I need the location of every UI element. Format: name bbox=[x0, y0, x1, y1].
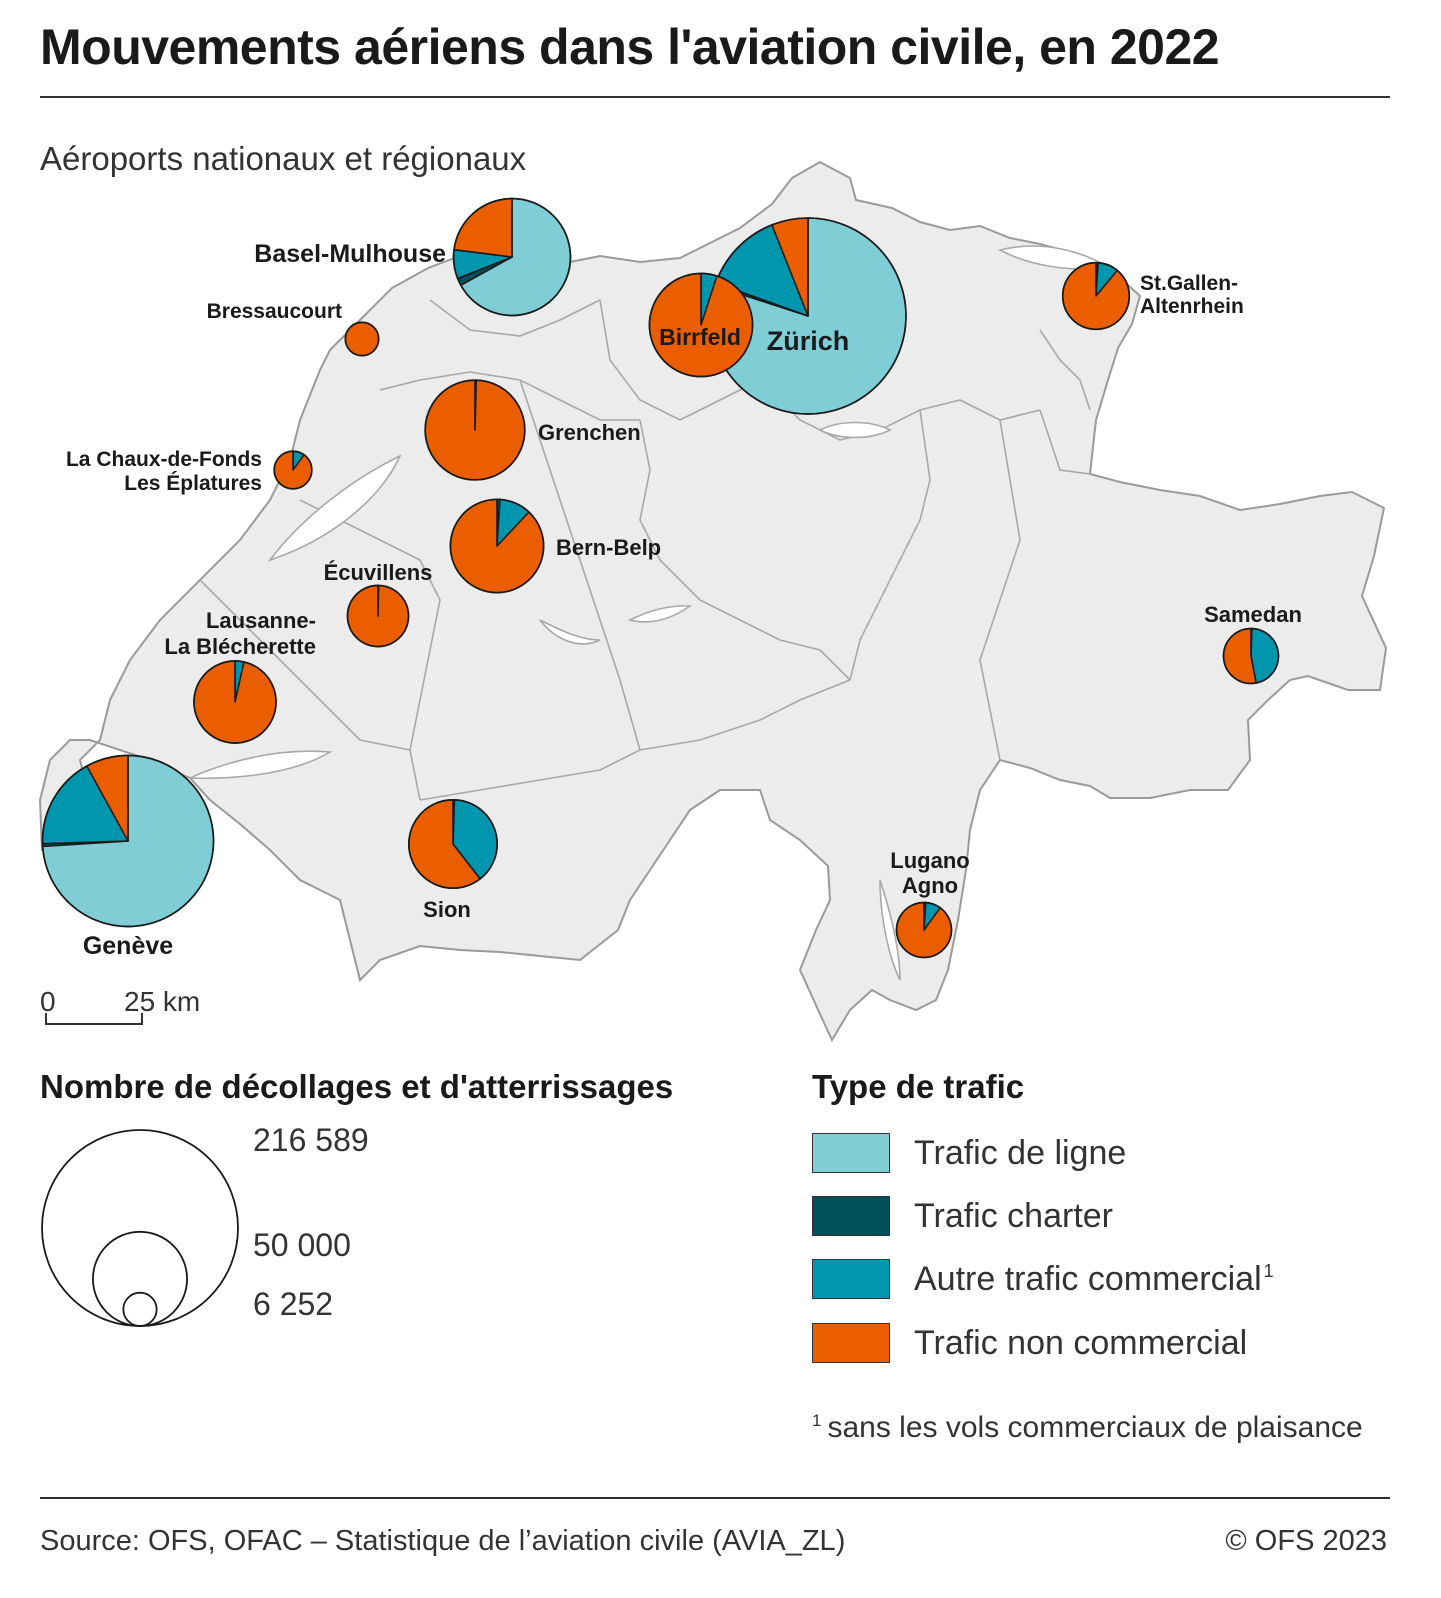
pie-birrfeld bbox=[648, 272, 754, 378]
label-bressaucourt: Bressaucourt bbox=[207, 300, 342, 323]
pie-bern-belp bbox=[449, 498, 545, 594]
copyright-text: © OFS 2023 bbox=[1225, 1525, 1387, 1557]
pie-outline bbox=[449, 498, 545, 594]
title-rule bbox=[40, 96, 1390, 98]
source-text: Source: OFS, OFAC – Statistique de l’avi… bbox=[40, 1525, 846, 1557]
legend-item-non-commercial: Trafic non commercial bbox=[812, 1322, 1247, 1364]
lakes bbox=[189, 245, 1113, 981]
pie-outline bbox=[273, 450, 313, 490]
swatch-charter bbox=[812, 1196, 890, 1236]
size-legend-value-large: 216 589 bbox=[253, 1122, 369, 1158]
pie-outline bbox=[41, 754, 215, 928]
footnote: 1 sans les vols commerciaux de plaisance bbox=[812, 1411, 1363, 1445]
pie-outline bbox=[1061, 261, 1131, 331]
legend-item-autre: Autre trafic commercial 1 bbox=[812, 1258, 1274, 1300]
label-zurich: Zürich bbox=[767, 326, 850, 356]
label-chaux-de-fonds-1: La Chaux-de-Fonds bbox=[66, 448, 262, 471]
pie-ecuvillens bbox=[346, 584, 410, 648]
pie-lausanne bbox=[193, 660, 277, 744]
pie-grenchen bbox=[424, 379, 526, 481]
pie-samedan bbox=[1222, 627, 1280, 685]
label-lausanne-2: La Blécherette bbox=[164, 634, 316, 659]
pie-outline bbox=[408, 799, 498, 889]
label-samedan: Samedan bbox=[1204, 602, 1302, 627]
pie-outline bbox=[648, 272, 754, 378]
pie-slice-non-commercial bbox=[453, 197, 513, 258]
size-legend-circle-1 bbox=[92, 1230, 188, 1327]
pie-lugano bbox=[895, 901, 953, 959]
pie-basel-mulhouse bbox=[452, 197, 572, 317]
pie-outline bbox=[424, 379, 526, 481]
pie-bressaucourt bbox=[344, 321, 380, 357]
page-title: Mouvements aériens dans l'aviation civil… bbox=[40, 19, 1220, 75]
footnote-text: sans les vols commerciaux de plaisance bbox=[827, 1411, 1363, 1444]
label-ecuvillens: Écuvillens bbox=[324, 560, 433, 585]
label-chaux-de-fonds-2: Les Éplatures bbox=[124, 472, 262, 495]
label-basel-mulhouse: Basel-Mulhouse bbox=[254, 240, 446, 268]
size-legend-circles bbox=[41, 1129, 239, 1327]
pie-outline bbox=[346, 584, 410, 648]
label-birrfeld: Birrfeld bbox=[659, 324, 741, 350]
pie-outline bbox=[895, 901, 953, 959]
scale-end: 25 km bbox=[124, 986, 201, 1017]
pie-st-gallen bbox=[1061, 261, 1131, 331]
footer-rule bbox=[40, 1497, 1390, 1499]
pie-geneve bbox=[41, 754, 215, 928]
switzerland-map: Zürich Genève Basel-Mulhouse Birrfeld Gr… bbox=[38, 160, 1388, 1043]
scale-bar bbox=[45, 1013, 143, 1025]
size-legend-value-small: 6 252 bbox=[253, 1286, 334, 1322]
size-legend-circle-0 bbox=[41, 1129, 239, 1327]
legend-footnote-marker: 1 bbox=[1263, 1261, 1274, 1282]
label-sion: Sion bbox=[423, 897, 471, 922]
label-st-gallen-2: Altenrhein bbox=[1140, 295, 1244, 318]
swatch-autre bbox=[812, 1259, 890, 1299]
size-legend-circle-2 bbox=[122, 1291, 158, 1327]
legend-label-non-commercial: Trafic non commercial bbox=[914, 1323, 1248, 1362]
swatch-ligne bbox=[812, 1133, 890, 1173]
label-grenchen: Grenchen bbox=[538, 420, 641, 445]
legend-label-ligne: Trafic de ligne bbox=[914, 1133, 1127, 1172]
legend-label-autre: Autre trafic commercial 1 bbox=[914, 1259, 1274, 1298]
pie-la-chaux-de-fonds bbox=[273, 450, 313, 490]
type-legend-title: Type de trafic bbox=[812, 1068, 1025, 1105]
map-subtitle: Aéroports nationaux et régionaux bbox=[40, 140, 527, 177]
label-geneve: Genève bbox=[83, 932, 173, 960]
pie-outline bbox=[452, 197, 572, 317]
swatch-non-commercial bbox=[812, 1323, 890, 1363]
pie-outline bbox=[193, 660, 277, 744]
label-lugano-1: Lugano bbox=[890, 848, 969, 873]
scale-start: 0 bbox=[40, 986, 56, 1017]
label-lausanne-1: Lausanne- bbox=[206, 608, 316, 633]
canton-borders bbox=[199, 299, 1091, 801]
pie-zurich bbox=[709, 217, 907, 415]
label-st-gallen-1: St.Gallen- bbox=[1140, 272, 1238, 295]
size-legend-value-medium: 50 000 bbox=[253, 1227, 351, 1263]
pie-outline bbox=[1222, 627, 1280, 685]
legend-label-charter: Trafic charter bbox=[914, 1196, 1114, 1235]
label-lugano-2: Agno bbox=[902, 873, 958, 898]
footnote-marker: 1 bbox=[812, 1411, 822, 1430]
legend-item-ligne: Trafic de ligne bbox=[812, 1132, 1126, 1174]
pie-sion bbox=[408, 799, 498, 889]
legend-item-charter: Trafic charter bbox=[812, 1195, 1113, 1237]
size-legend-title: Nombre de décollages et d'atterrissages bbox=[40, 1068, 674, 1105]
label-bern-belp: Bern-Belp bbox=[556, 535, 661, 560]
switzerland-land bbox=[38, 160, 1388, 1043]
pie-outline bbox=[344, 321, 380, 357]
